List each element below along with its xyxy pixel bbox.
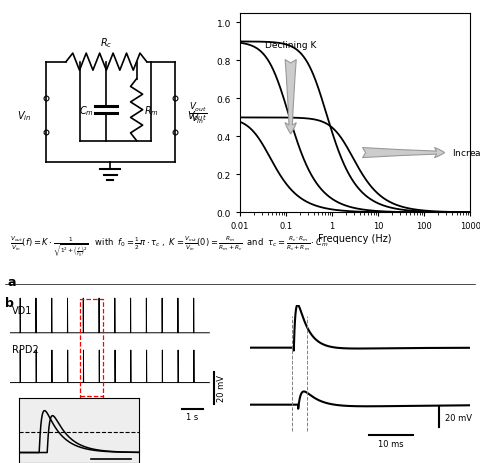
- Text: 10 ms: 10 ms: [99, 462, 123, 463]
- Text: 1 s: 1 s: [186, 412, 199, 421]
- Text: 10 ms: 10 ms: [378, 439, 404, 448]
- Text: VD1: VD1: [12, 305, 32, 315]
- Text: $\frac{V_{out}}{V_{in}}$: $\frac{V_{out}}{V_{in}}$: [190, 101, 208, 126]
- Text: $V_{out}$: $V_{out}$: [187, 109, 207, 123]
- Text: $R_m$: $R_m$: [144, 104, 159, 117]
- Text: $V_{in}$: $V_{in}$: [16, 109, 31, 123]
- Text: a: a: [7, 275, 16, 289]
- Text: $C_m$: $C_m$: [79, 104, 94, 117]
- Text: Increasing $\tau_c$: Increasing $\tau_c$: [452, 147, 480, 160]
- Text: 20 mV: 20 mV: [445, 413, 472, 422]
- X-axis label: Frequency (Hz): Frequency (Hz): [318, 234, 392, 244]
- Text: Declining K: Declining K: [265, 41, 316, 50]
- Text: b: b: [5, 296, 13, 309]
- Text: $\frac{V_{out}}{V_{in}}(f) = K\cdot \frac{1}{\sqrt{1^2+\left(\frac{f}{f_0}\right: $\frac{V_{out}}{V_{in}}(f) = K\cdot \fra…: [10, 234, 328, 259]
- Text: RPD2: RPD2: [12, 344, 38, 354]
- Text: 20 mV: 20 mV: [217, 375, 226, 401]
- Text: $R_c$: $R_c$: [100, 37, 113, 50]
